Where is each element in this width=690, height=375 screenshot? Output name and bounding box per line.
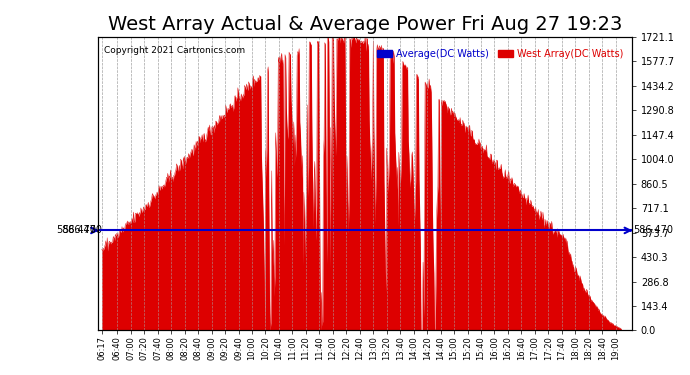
Text: 586.470: 586.470 bbox=[633, 225, 673, 236]
Text: 586.470: 586.470 bbox=[62, 225, 102, 236]
Text: Copyright 2021 Cartronics.com: Copyright 2021 Cartronics.com bbox=[104, 46, 245, 55]
Title: West Array Actual & Average Power Fri Aug 27 19:23: West Array Actual & Average Power Fri Au… bbox=[108, 15, 622, 34]
Legend: Average(DC Watts), West Array(DC Watts): Average(DC Watts), West Array(DC Watts) bbox=[373, 45, 627, 63]
Text: 586.470: 586.470 bbox=[57, 225, 97, 236]
